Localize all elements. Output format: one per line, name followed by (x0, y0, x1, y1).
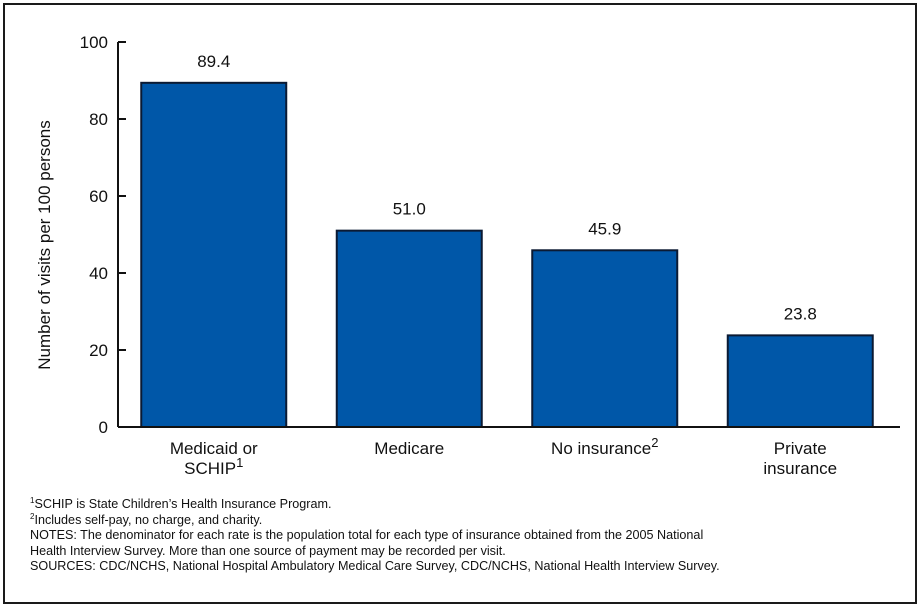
notes-line-1: NOTES: The denominator for each rate is … (30, 528, 704, 543)
x-tick-label: SCHIP1 (184, 455, 243, 478)
bars: 89.4 51.0 45.9 23.8 (140, 52, 874, 428)
y-tick-label: 80 (89, 110, 108, 129)
bar-chart: 0 20 40 60 80 100 Number of visits per 100 pe… (35, 33, 900, 478)
footnote-2-text: Includes self-pay, no charge, and charit… (34, 512, 263, 527)
y-axis-label: Number of visits per 100 persons (35, 120, 54, 369)
bar-value-label: 89.4 (197, 52, 230, 71)
footnote-2-marker: 2 (30, 511, 35, 521)
y-tick-label: 60 (89, 187, 108, 206)
bar (140, 81, 288, 428)
sources-line: SOURCES: CDC/NCHS, National Hospital Amb… (30, 559, 720, 574)
footnote-2: 2Includes self-pay, no charge, and chari… (30, 511, 910, 529)
x-tick-label-superscript: 2 (651, 435, 658, 450)
footnote-1: 1SCHIP is State Children’s Health Insura… (30, 497, 910, 513)
bar-value-label: 23.8 (784, 304, 817, 323)
bar-value-label: 51.0 (393, 200, 426, 219)
x-tick-label-superscript: 1 (236, 455, 243, 470)
x-tick-label: No insurance2 (551, 435, 658, 458)
y-tick-label: 0 (99, 418, 108, 437)
bar-value-label: 45.9 (588, 219, 621, 238)
bar (726, 334, 874, 428)
footnotes: 1SCHIP is State Children’s Health Insura… (30, 497, 910, 575)
y-tick-label: 100 (80, 33, 108, 52)
bar (531, 249, 679, 428)
x-tick-label: Medicaid or (170, 439, 258, 458)
footnote-1-text: SCHIP is State Children’s Health Insuran… (34, 497, 332, 511)
y-axis: 0 20 40 60 80 100 (80, 33, 126, 437)
notes-line-2: Health Interview Survey. More than one s… (30, 543, 506, 558)
x-tick-label: insurance (763, 459, 837, 478)
y-tick-label: 20 (89, 341, 108, 360)
footnote-1-marker: 1 (30, 496, 35, 505)
x-tick-label: Medicare (374, 439, 444, 458)
x-tick-label: Private (774, 439, 827, 458)
y-tick-label: 40 (89, 264, 108, 283)
bar (335, 229, 483, 428)
